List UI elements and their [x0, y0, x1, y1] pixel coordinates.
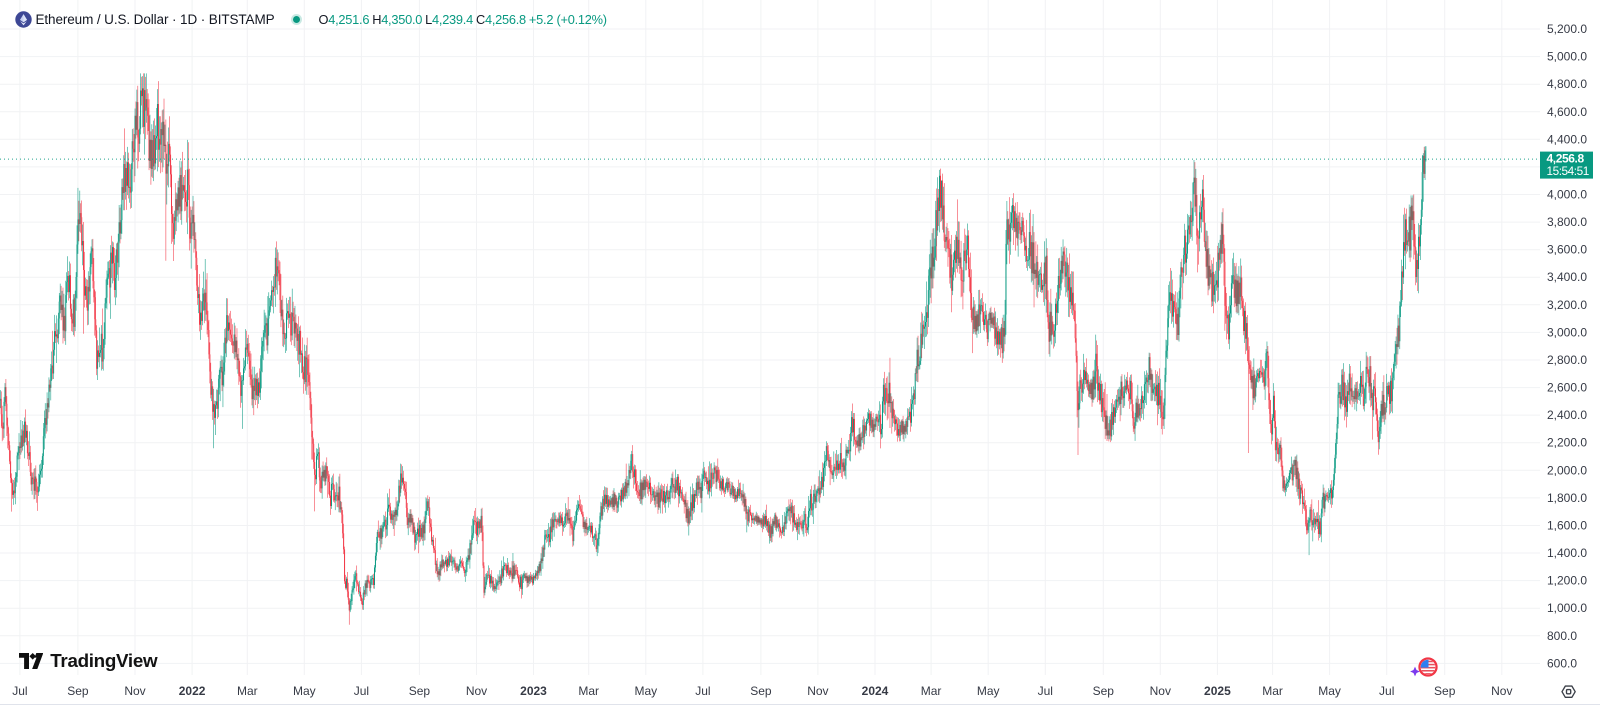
- svg-text:4,800.0: 4,800.0: [1547, 77, 1587, 91]
- svg-text:1,800.0: 1,800.0: [1547, 491, 1587, 505]
- svg-text:1,600.0: 1,600.0: [1547, 519, 1587, 533]
- svg-text:4,256.8: 4,256.8: [1547, 152, 1585, 166]
- svg-text:Mar: Mar: [1262, 684, 1283, 698]
- svg-text:Sep: Sep: [750, 684, 772, 698]
- svg-text:2,400.0: 2,400.0: [1547, 408, 1587, 422]
- svg-text:800.0: 800.0: [1547, 629, 1577, 643]
- svg-text:2024: 2024: [862, 684, 889, 698]
- svg-text:Jul: Jul: [1038, 684, 1053, 698]
- svg-text:Mar: Mar: [578, 684, 599, 698]
- svg-text:2,200.0: 2,200.0: [1547, 436, 1587, 450]
- svg-text:Sep: Sep: [1093, 684, 1115, 698]
- svg-text:Mar: Mar: [921, 684, 942, 698]
- svg-text:4,000.0: 4,000.0: [1547, 188, 1587, 202]
- svg-text:Nov: Nov: [1491, 684, 1512, 698]
- svg-text:May: May: [977, 684, 1000, 698]
- svg-text:4,400.0: 4,400.0: [1547, 132, 1587, 146]
- svg-text:5,200.0: 5,200.0: [1547, 22, 1587, 36]
- svg-text:Mar: Mar: [237, 684, 258, 698]
- svg-text:2025: 2025: [1204, 684, 1231, 698]
- svg-text:May: May: [1318, 684, 1341, 698]
- svg-text:May: May: [634, 684, 657, 698]
- svg-text:3,400.0: 3,400.0: [1547, 270, 1587, 284]
- svg-text:Jul: Jul: [1379, 684, 1394, 698]
- svg-text:3,200.0: 3,200.0: [1547, 298, 1587, 312]
- svg-text:Nov: Nov: [124, 684, 145, 698]
- svg-text:3,600.0: 3,600.0: [1547, 243, 1587, 257]
- svg-text:1,400.0: 1,400.0: [1547, 546, 1587, 560]
- svg-text:5,000.0: 5,000.0: [1547, 50, 1587, 64]
- svg-text:1,200.0: 1,200.0: [1547, 574, 1587, 588]
- svg-text:3,000.0: 3,000.0: [1547, 325, 1587, 339]
- svg-text:2,800.0: 2,800.0: [1547, 353, 1587, 367]
- svg-text:15:54:51: 15:54:51: [1547, 164, 1589, 178]
- svg-text:600.0: 600.0: [1547, 656, 1577, 670]
- svg-text:3,800.0: 3,800.0: [1547, 215, 1587, 229]
- svg-text:Jul: Jul: [354, 684, 369, 698]
- svg-text:2,000.0: 2,000.0: [1547, 463, 1587, 477]
- svg-text:2023: 2023: [520, 684, 547, 698]
- svg-text:4,600.0: 4,600.0: [1547, 105, 1587, 119]
- svg-text:Sep: Sep: [67, 684, 89, 698]
- svg-text:Nov: Nov: [466, 684, 487, 698]
- svg-text:May: May: [293, 684, 316, 698]
- svg-text:Jul: Jul: [695, 684, 710, 698]
- svg-text:2022: 2022: [179, 684, 206, 698]
- svg-text:Nov: Nov: [1150, 684, 1171, 698]
- svg-text:Jul: Jul: [12, 684, 27, 698]
- svg-text:Nov: Nov: [807, 684, 828, 698]
- svg-text:2,600.0: 2,600.0: [1547, 381, 1587, 395]
- svg-text:Sep: Sep: [409, 684, 431, 698]
- svg-text:1,000.0: 1,000.0: [1547, 601, 1587, 615]
- svg-text:Sep: Sep: [1434, 684, 1456, 698]
